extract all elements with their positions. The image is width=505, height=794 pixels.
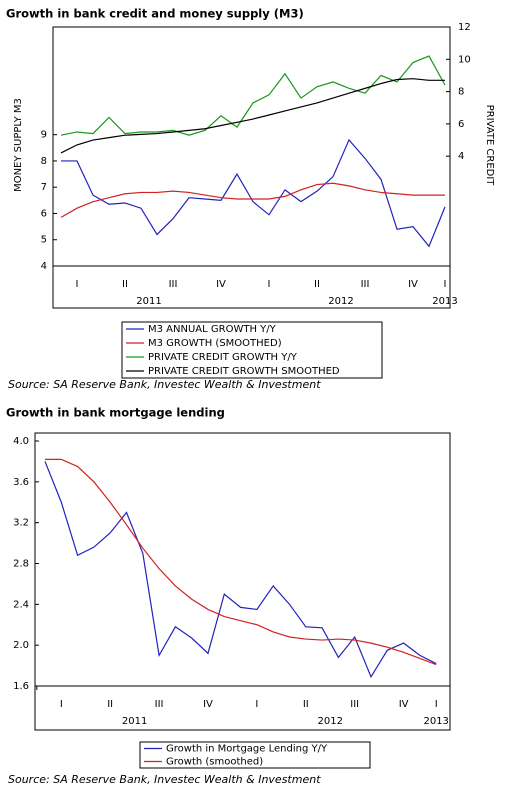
year-label: 2013 [432,296,457,307]
legend-label: PRIVATE CREDIT GROWTH SMOOTHED [148,366,340,377]
x-tick-label: III [350,699,359,710]
series-line [60,55,446,136]
year-label: 2011 [122,716,147,727]
x-tick-label: I [255,699,258,710]
x-tick-label: III [361,279,370,290]
y-tick-label: 4 [41,261,47,272]
x-tick-label: I [435,699,438,710]
y-tick-label: 2.0 [13,640,29,651]
legend-label: Growth (smoothed) [166,757,263,768]
source: Source: SA Reserve Bank, Investec Wealth… [8,378,321,391]
y-tick-label: 2.4 [13,599,29,610]
plot-frame [52,26,451,309]
y-tick-label: 9 [41,130,47,141]
series-line [60,182,445,218]
legend-label: M3 ANNUAL GROWTH Y/Y [148,324,277,335]
legend-label: Growth in Mortgage Lending Y/Y [166,744,328,755]
y-tick-label: 6 [41,208,47,219]
y-tick-label: 2.8 [13,559,29,570]
legend-label: M3 GROWTH (SMOOTHED) [148,338,282,349]
y-tick-label: 5 [41,235,47,246]
source: Source: SA Reserve Bank, Investec Wealth… [8,773,321,786]
x-tick-label: II [303,699,309,710]
y-axis-label: MONEY SUPPLY M3 [13,98,24,192]
y-tick-label: 1.6 [13,681,29,692]
y2-tick-label: 6 [458,119,464,130]
y2-tick-label: 8 [458,87,464,98]
series-line [44,461,437,679]
x-tick-label: III [155,699,164,710]
x-tick-label: I [60,699,63,710]
chart-title: Growth in bank mortgage lending [6,406,225,420]
x-tick-label: II [314,279,320,290]
legend-box [121,321,383,379]
year-label: 2013 [423,716,448,727]
x-tick-label: IV [408,279,418,290]
x-tick-label: IV [399,699,409,710]
year-label: 2012 [328,296,353,307]
series-line [45,458,437,666]
series-line [61,138,446,248]
y-tick-label: 3.2 [13,518,29,529]
x-tick-label: I [76,279,79,290]
legend-label: PRIVATE CREDIT GROWTH Y/Y [148,352,298,363]
year-label: 2011 [136,296,161,307]
chart-title: Growth in bank credit and money supply (… [6,7,304,21]
series-line [60,78,445,154]
y-tick-label: 7 [41,182,47,193]
y-tick-label: 3.6 [13,477,29,488]
plot-frame [34,432,451,731]
x-tick-label: I [268,279,271,290]
y-tick-label: 8 [41,156,47,167]
x-tick-label: II [122,279,128,290]
y-tick-label: 4.0 [13,436,29,447]
y2-tick-label: 4 [458,151,464,162]
year-label: 2012 [318,716,343,727]
x-tick-label: IV [216,279,226,290]
x-tick-label: I [444,279,447,290]
x-tick-label: III [169,279,178,290]
x-tick-label: IV [203,699,213,710]
y2-tick-label: 10 [458,54,471,65]
y2-tick-label: 12 [458,22,471,33]
y2-axis-label: PRIVATE CREDIT [484,105,495,187]
legend-box [139,741,371,769]
x-tick-label: II [107,699,113,710]
